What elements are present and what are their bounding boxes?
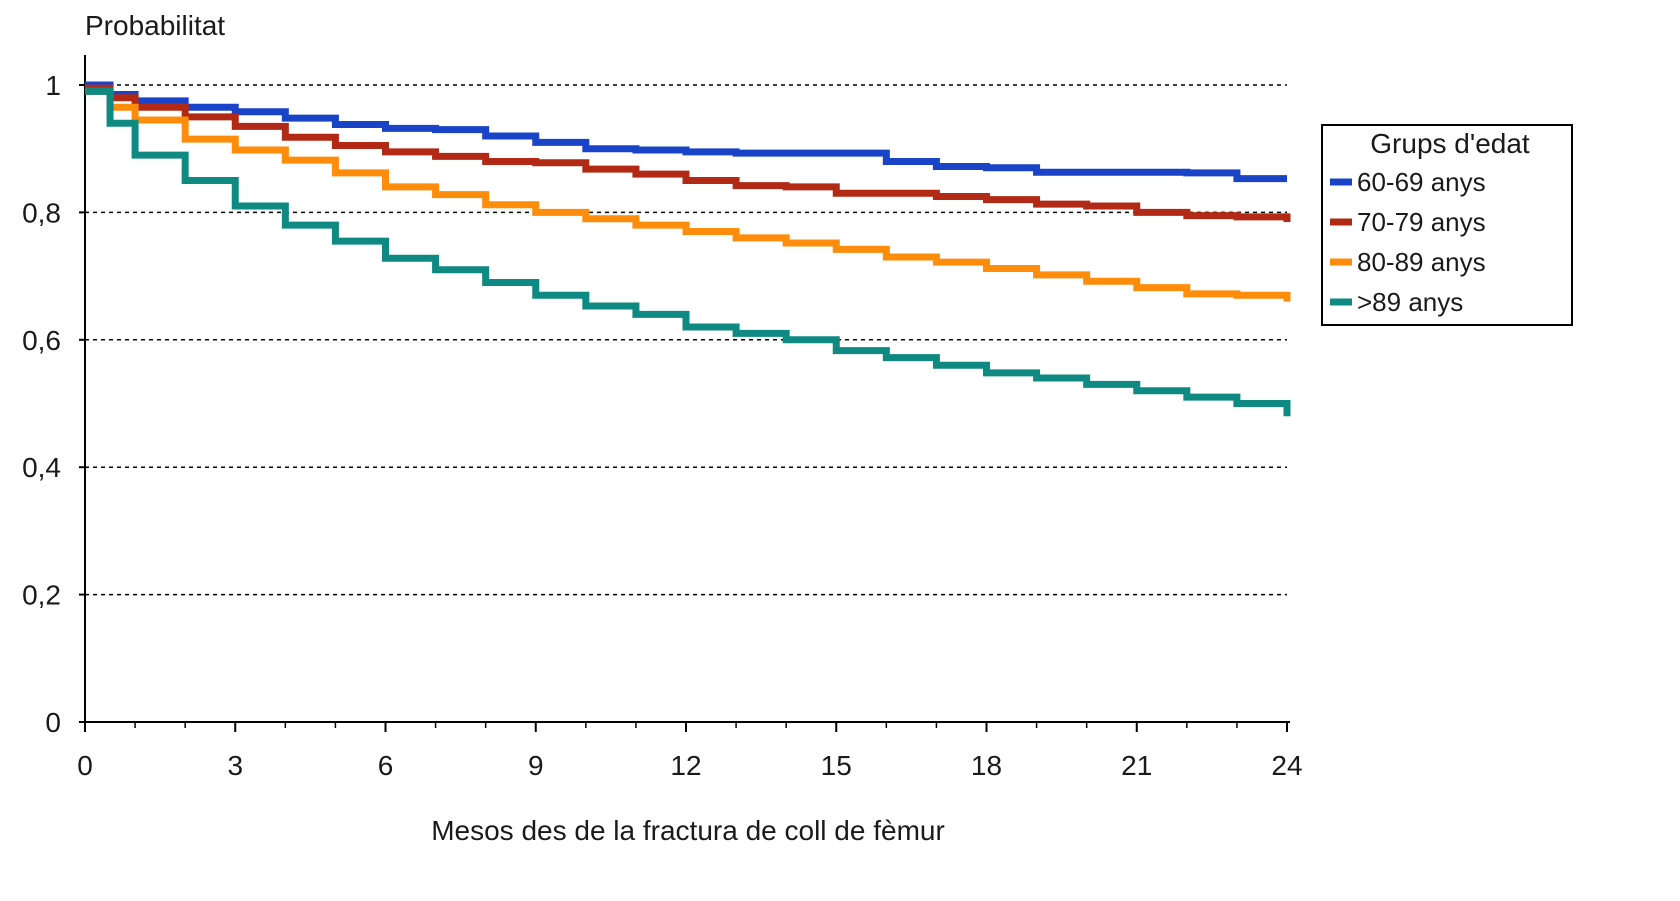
series-line (85, 84, 1291, 222)
x-tick-label: 9 (528, 750, 544, 781)
grid-lines (85, 84, 1287, 596)
x-tick-label: 18 (971, 750, 1002, 781)
legend-label: 60-69 anys (1357, 167, 1486, 197)
y-tick-label: 0,6 (22, 325, 61, 356)
x-tick-label: 15 (821, 750, 852, 781)
y-tick-label: 0,4 (22, 452, 61, 483)
y-tick-label: 0,2 (22, 580, 61, 611)
legend: Grups d'edat 60-69 anys 70-79 anys 80-89 a… (1321, 124, 1573, 326)
axis-ticks: 0 0,2 0,4 0,6 0,8 1 0 3 6 9 12 15 18 21 24 (22, 70, 1303, 781)
legend-label: 80-89 anys (1357, 247, 1486, 277)
x-axis-title: Mesos des de la fractura de coll de fèmu… (431, 815, 945, 846)
series-line (85, 87, 1291, 302)
x-tick-label: 21 (1121, 750, 1152, 781)
y-axis-title: Probabilitat (85, 10, 225, 41)
y-tick-label: 0 (45, 707, 61, 738)
x-tick-label: 12 (670, 750, 701, 781)
legend-title: Grups d'edat (1370, 128, 1530, 159)
series-lines (85, 81, 1291, 417)
legend-label: 70-79 anys (1357, 207, 1486, 237)
x-tick-label: 6 (378, 750, 394, 781)
series-line (85, 87, 1291, 417)
x-tick-label: 3 (227, 750, 243, 781)
legend-box (1321, 124, 1573, 326)
y-tick-label: 1 (45, 70, 61, 101)
legend-items: 60-69 anys 70-79 anys 80-89 anys >89 anys (1330, 167, 1486, 317)
x-tick-label: 0 (77, 750, 93, 781)
series-line (85, 81, 1287, 183)
y-tick-label: 0,8 (22, 197, 61, 228)
x-tick-label: 24 (1271, 750, 1302, 781)
legend-label: >89 anys (1357, 287, 1463, 317)
